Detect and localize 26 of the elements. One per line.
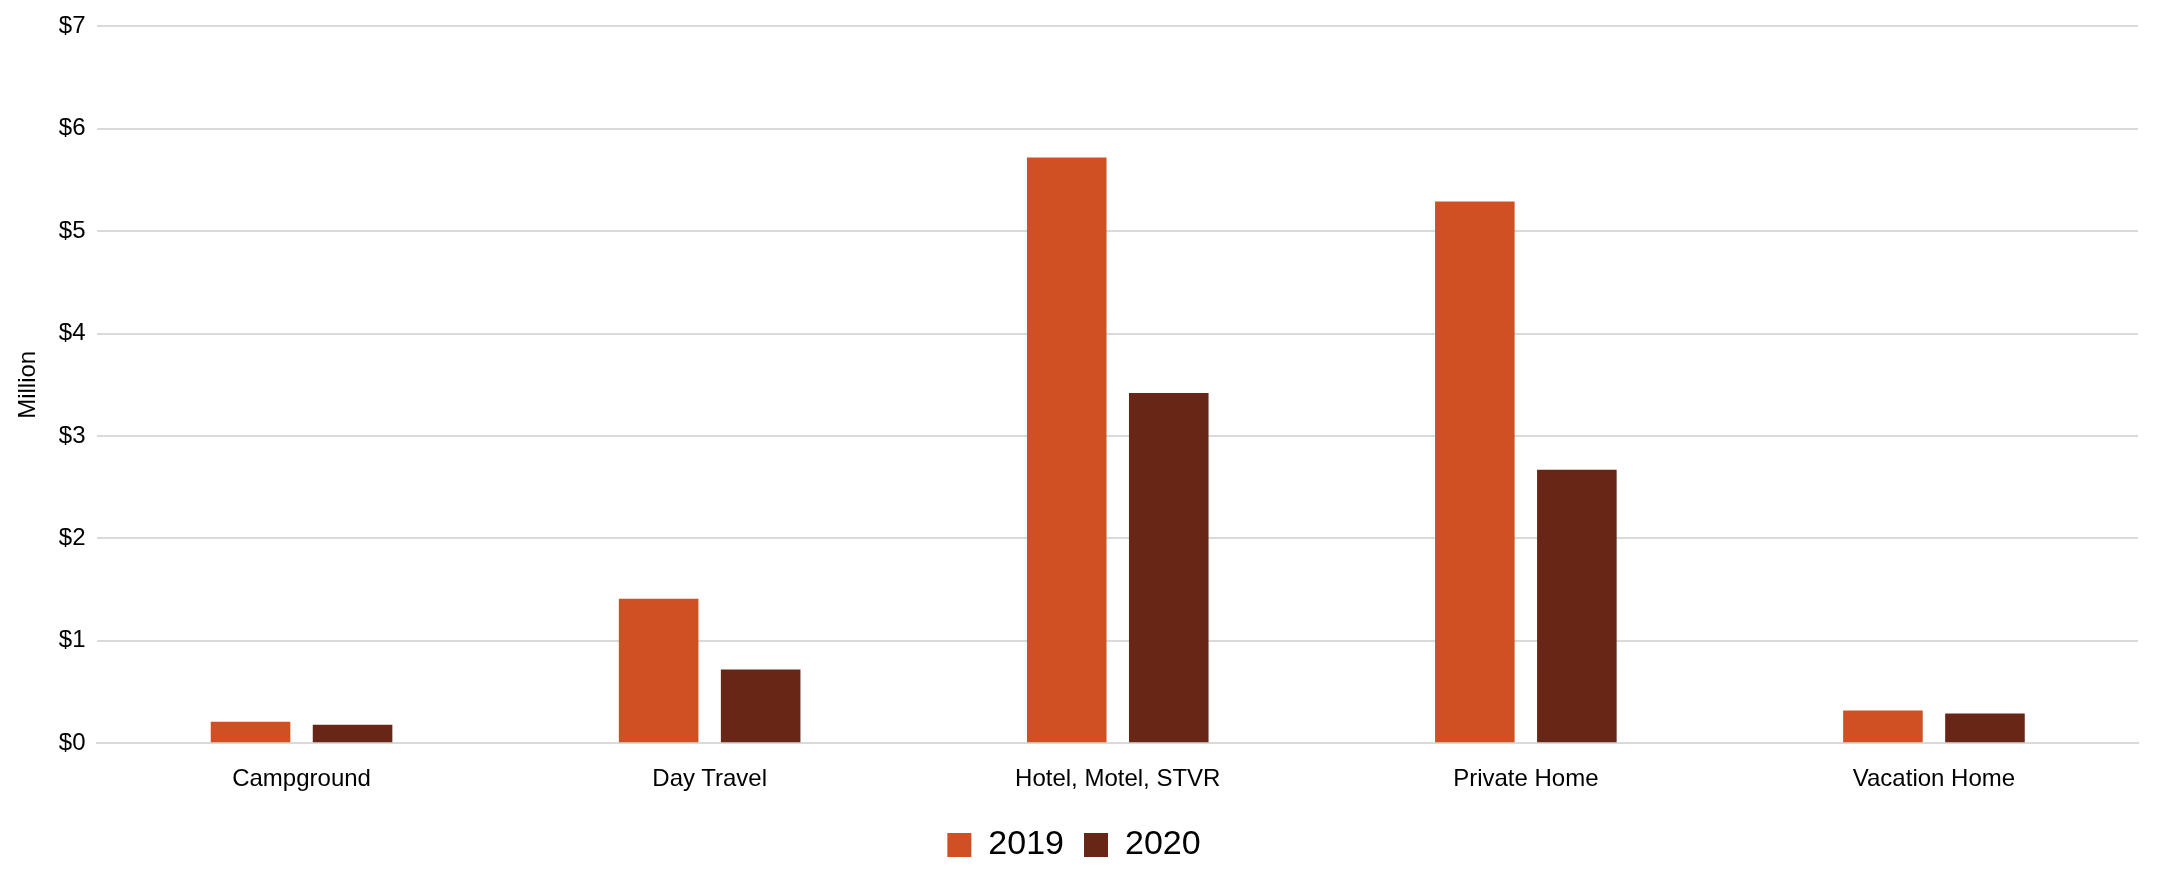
y-tick-label: $6	[58, 113, 86, 141]
y-tick-label: $1	[58, 625, 86, 653]
bar	[1843, 710, 1923, 743]
y-axis-title: Million	[13, 350, 41, 419]
bar	[210, 721, 291, 743]
bar	[1435, 201, 1515, 743]
bar	[1537, 469, 1617, 743]
y-tick-label: $3	[58, 420, 86, 448]
bar	[312, 724, 393, 743]
bar	[1026, 157, 1107, 743]
y-tick-label: $0	[58, 727, 86, 755]
x-tick-label: Campground	[232, 764, 371, 792]
x-tick-label: Private Home	[1453, 764, 1599, 792]
bar	[720, 669, 801, 743]
y-tick-label: $7	[58, 11, 86, 39]
legend-label: 2019	[988, 823, 1064, 862]
bar	[1945, 713, 2025, 743]
y-tick-label: $5	[58, 215, 86, 243]
bar	[1128, 392, 1209, 743]
y-tick-label: $2	[58, 523, 86, 551]
legend-label: 2020	[1125, 823, 1201, 862]
bar	[618, 598, 699, 743]
x-tick-label: Vacation Home	[1852, 764, 2016, 792]
x-tick-label: Hotel, Motel, STVR	[1015, 764, 1221, 792]
y-tick-label: $4	[58, 318, 86, 346]
x-tick-label: Day Travel	[652, 764, 767, 792]
